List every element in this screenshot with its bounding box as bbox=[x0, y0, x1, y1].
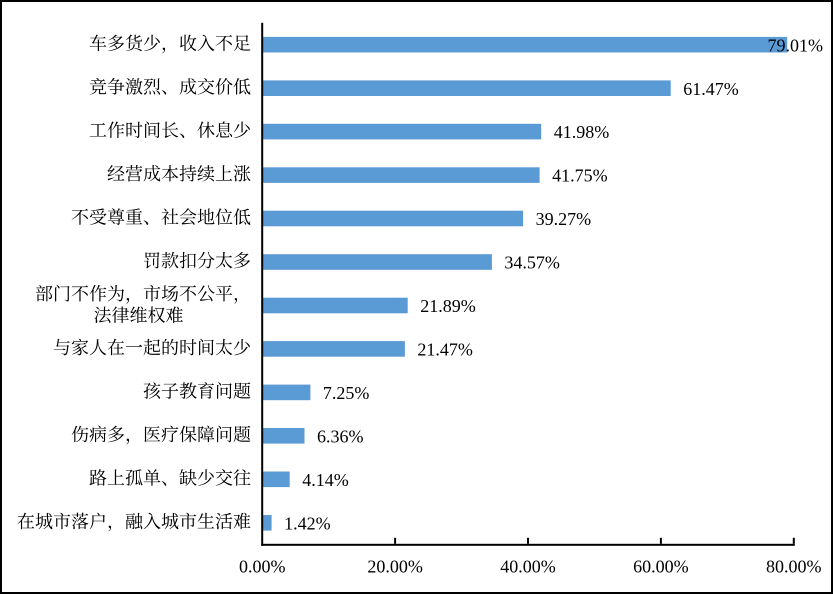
svg-text:80.00%: 80.00% bbox=[766, 557, 822, 577]
svg-text:41.75%: 41.75% bbox=[552, 166, 608, 186]
svg-text:20.00%: 20.00% bbox=[367, 557, 423, 577]
svg-text:1.42%: 1.42% bbox=[284, 513, 331, 533]
svg-text:39.27%: 39.27% bbox=[536, 209, 592, 229]
svg-text:40.00%: 40.00% bbox=[500, 557, 556, 577]
svg-text:0.00%: 0.00% bbox=[239, 557, 286, 577]
svg-text:6.36%: 6.36% bbox=[317, 426, 364, 446]
svg-text:21.47%: 21.47% bbox=[417, 340, 473, 360]
svg-text:41.98%: 41.98% bbox=[554, 122, 610, 142]
svg-text:7.25%: 7.25% bbox=[323, 383, 370, 403]
svg-text:79.01%: 79.01% bbox=[768, 35, 824, 55]
svg-text:60.00%: 60.00% bbox=[633, 557, 689, 577]
svg-text:61.47%: 61.47% bbox=[683, 79, 739, 99]
svg-text:34.57%: 34.57% bbox=[504, 253, 560, 273]
svg-text:4.14%: 4.14% bbox=[302, 470, 349, 490]
svg-text:21.89%: 21.89% bbox=[420, 296, 476, 316]
